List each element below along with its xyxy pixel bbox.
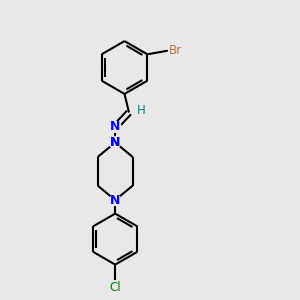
Text: N: N — [110, 120, 121, 134]
Text: N: N — [110, 136, 120, 149]
Circle shape — [110, 137, 121, 148]
Text: H: H — [136, 104, 145, 118]
Text: Cl: Cl — [110, 281, 121, 294]
Circle shape — [109, 137, 120, 148]
Text: N: N — [110, 194, 120, 207]
Circle shape — [110, 195, 121, 206]
Text: N: N — [110, 136, 120, 149]
Circle shape — [110, 122, 121, 132]
Text: Br: Br — [169, 44, 182, 57]
